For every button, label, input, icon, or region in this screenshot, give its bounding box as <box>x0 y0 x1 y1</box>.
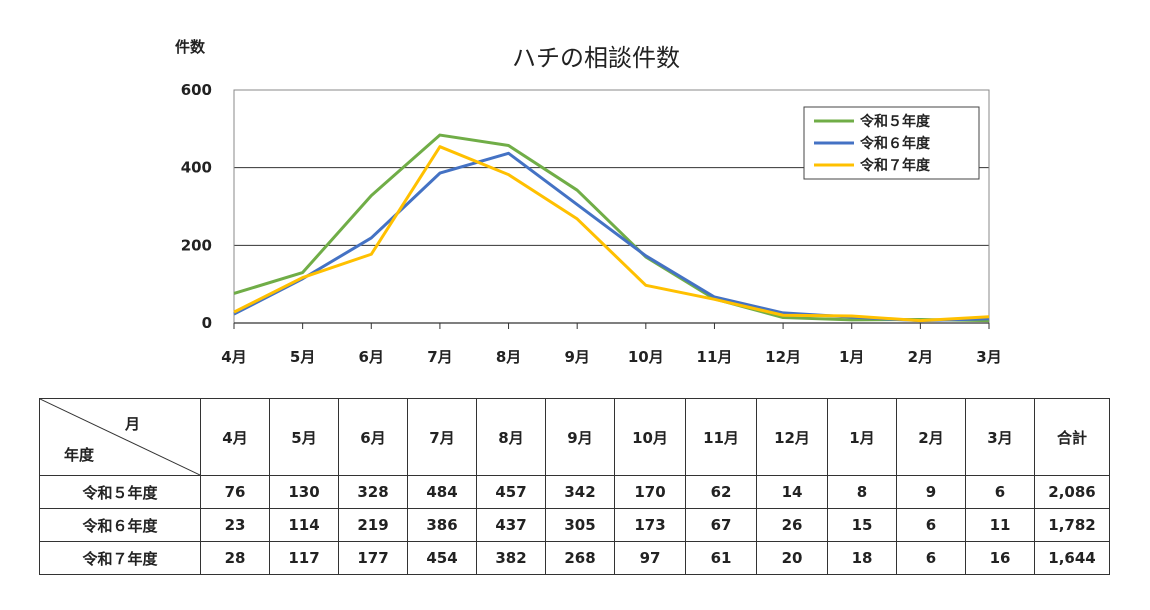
table-cell: 6 <box>965 475 1035 509</box>
table-body: 令和５年度 76 130 328 484 457 342 170 62 14 8 9 6 2,086 令和６… <box>39 475 1110 575</box>
table-cell: 20 <box>756 541 828 575</box>
table-header-row: 月 年度 4月 5月 6月 7月 8月 9月 10月 11月 12月 1月 2月 3月 合計 <box>39 398 1110 476</box>
table-cell: 219 <box>338 508 408 542</box>
series-line-1 <box>233 133 990 323</box>
x-tick-label: 8月 <box>496 348 521 366</box>
corner-diagonal <box>40 399 200 475</box>
legend-label-2: 令和６年度 <box>859 135 931 152</box>
table-cell: 8 <box>827 475 897 509</box>
chart-title: ハチの相談件数 <box>512 44 680 72</box>
table-cell: 454 <box>407 541 477 575</box>
y-tick-label: 400 <box>181 159 212 177</box>
y-tick-label: 0 <box>202 314 212 332</box>
table-cell: 305 <box>545 508 615 542</box>
table-cell: 26 <box>756 508 828 542</box>
table-cell: 328 <box>338 475 408 509</box>
table-cell: 114 <box>269 508 339 542</box>
table-cell: 67 <box>685 508 757 542</box>
x-tick-label: 3月 <box>976 348 1001 366</box>
x-tick-label: 5月 <box>290 348 315 366</box>
table-cell: 16 <box>965 541 1035 575</box>
table-cell: 18 <box>827 541 897 575</box>
x-tick-label: 10月 <box>628 348 664 366</box>
legend-label-1: 令和５年度 <box>859 113 931 130</box>
table-cell: 97 <box>614 541 686 575</box>
table-cell: 268 <box>545 541 615 575</box>
table-cell: 117 <box>269 541 339 575</box>
row-total: 2,086 <box>1034 475 1110 509</box>
x-tick-label: 4月 <box>221 348 246 366</box>
table-header-month: 1月 <box>827 398 897 476</box>
series-lines <box>233 133 990 323</box>
table-row: 令和６年度 23 114 219 386 437 305 173 67 26 15 6 11 1,782 <box>39 508 1110 542</box>
table-cell: 342 <box>545 475 615 509</box>
table-cell: 11 <box>965 508 1035 542</box>
x-tick-label: 9月 <box>564 348 589 366</box>
corner-year-label: 年度 <box>64 446 95 464</box>
table-cell: 76 <box>200 475 270 509</box>
table-cell: 386 <box>407 508 477 542</box>
row-total: 1,782 <box>1034 508 1110 542</box>
x-tick-label: 6月 <box>359 348 384 366</box>
table-cell: 437 <box>476 508 546 542</box>
table-cell: 130 <box>269 475 339 509</box>
series-line-3 <box>233 145 990 323</box>
table-cell: 177 <box>338 541 408 575</box>
corner-month-label: 月 <box>124 415 140 433</box>
data-table: 月 年度 4月 5月 6月 7月 8月 9月 10月 11月 12月 1月 2月 3月 合計 令和５年度… <box>39 398 1110 575</box>
table-header-month: 12月 <box>756 398 828 476</box>
table-cell: 484 <box>407 475 477 509</box>
table-cell: 6 <box>896 541 966 575</box>
table-cell: 9 <box>896 475 966 509</box>
table-header-month: 3月 <box>965 398 1035 476</box>
x-tick-label: 7月 <box>427 348 452 366</box>
table-cell: 170 <box>614 475 686 509</box>
row-label: 令和７年度 <box>39 541 201 575</box>
table-row: 令和７年度 28 117 177 454 382 268 97 61 20 18 6 16 1,644 <box>39 541 1110 575</box>
x-tick-label: 2月 <box>908 348 933 366</box>
y-axis-label: 件数 <box>175 38 206 56</box>
table-cell: 382 <box>476 541 546 575</box>
table-cell: 6 <box>896 508 966 542</box>
table-header-month: 10月 <box>614 398 686 476</box>
table-header-month: 11月 <box>685 398 757 476</box>
table-header-month: 7月 <box>407 398 477 476</box>
table-corner-cell: 月 年度 <box>39 398 201 476</box>
y-tick-label: 600 <box>181 81 212 99</box>
table-cell: 14 <box>756 475 828 509</box>
legend-label-3: 令和７年度 <box>859 157 931 174</box>
table-cell: 23 <box>200 508 270 542</box>
table-header-month: 8月 <box>476 398 546 476</box>
table-header-month: 4月 <box>200 398 270 476</box>
table-header-month: 5月 <box>269 398 339 476</box>
axes: 0 200 400 600 4月 5月 6月 7月 8月 9月 10月 11月 12月 1月 2月 3月 <box>181 81 1002 366</box>
line-chart: ハチの相談件数 件数 0 200 400 600 4月 5月 6月 7月 8月 9月 10月 11月 1… <box>175 38 1002 366</box>
x-tick-label: 11月 <box>697 348 733 366</box>
x-tick-label: 1月 <box>839 348 864 366</box>
table-cell: 28 <box>200 541 270 575</box>
table-cell: 15 <box>827 508 897 542</box>
table-cell: 173 <box>614 508 686 542</box>
table-header-month: 2月 <box>896 398 966 476</box>
row-total: 1,644 <box>1034 541 1110 575</box>
table-row: 令和５年度 76 130 328 484 457 342 170 62 14 8 9 6 2,086 <box>39 475 1110 509</box>
y-tick-label: 200 <box>181 236 212 254</box>
table-header-month: 6月 <box>338 398 408 476</box>
row-label: 令和６年度 <box>39 508 201 542</box>
x-tick-label: 12月 <box>765 348 801 366</box>
table-header-total: 合計 <box>1034 398 1110 476</box>
table-header-month: 9月 <box>545 398 615 476</box>
table-cell: 62 <box>685 475 757 509</box>
row-label: 令和５年度 <box>39 475 201 509</box>
table-cell: 457 <box>476 475 546 509</box>
table-cell: 61 <box>685 541 757 575</box>
